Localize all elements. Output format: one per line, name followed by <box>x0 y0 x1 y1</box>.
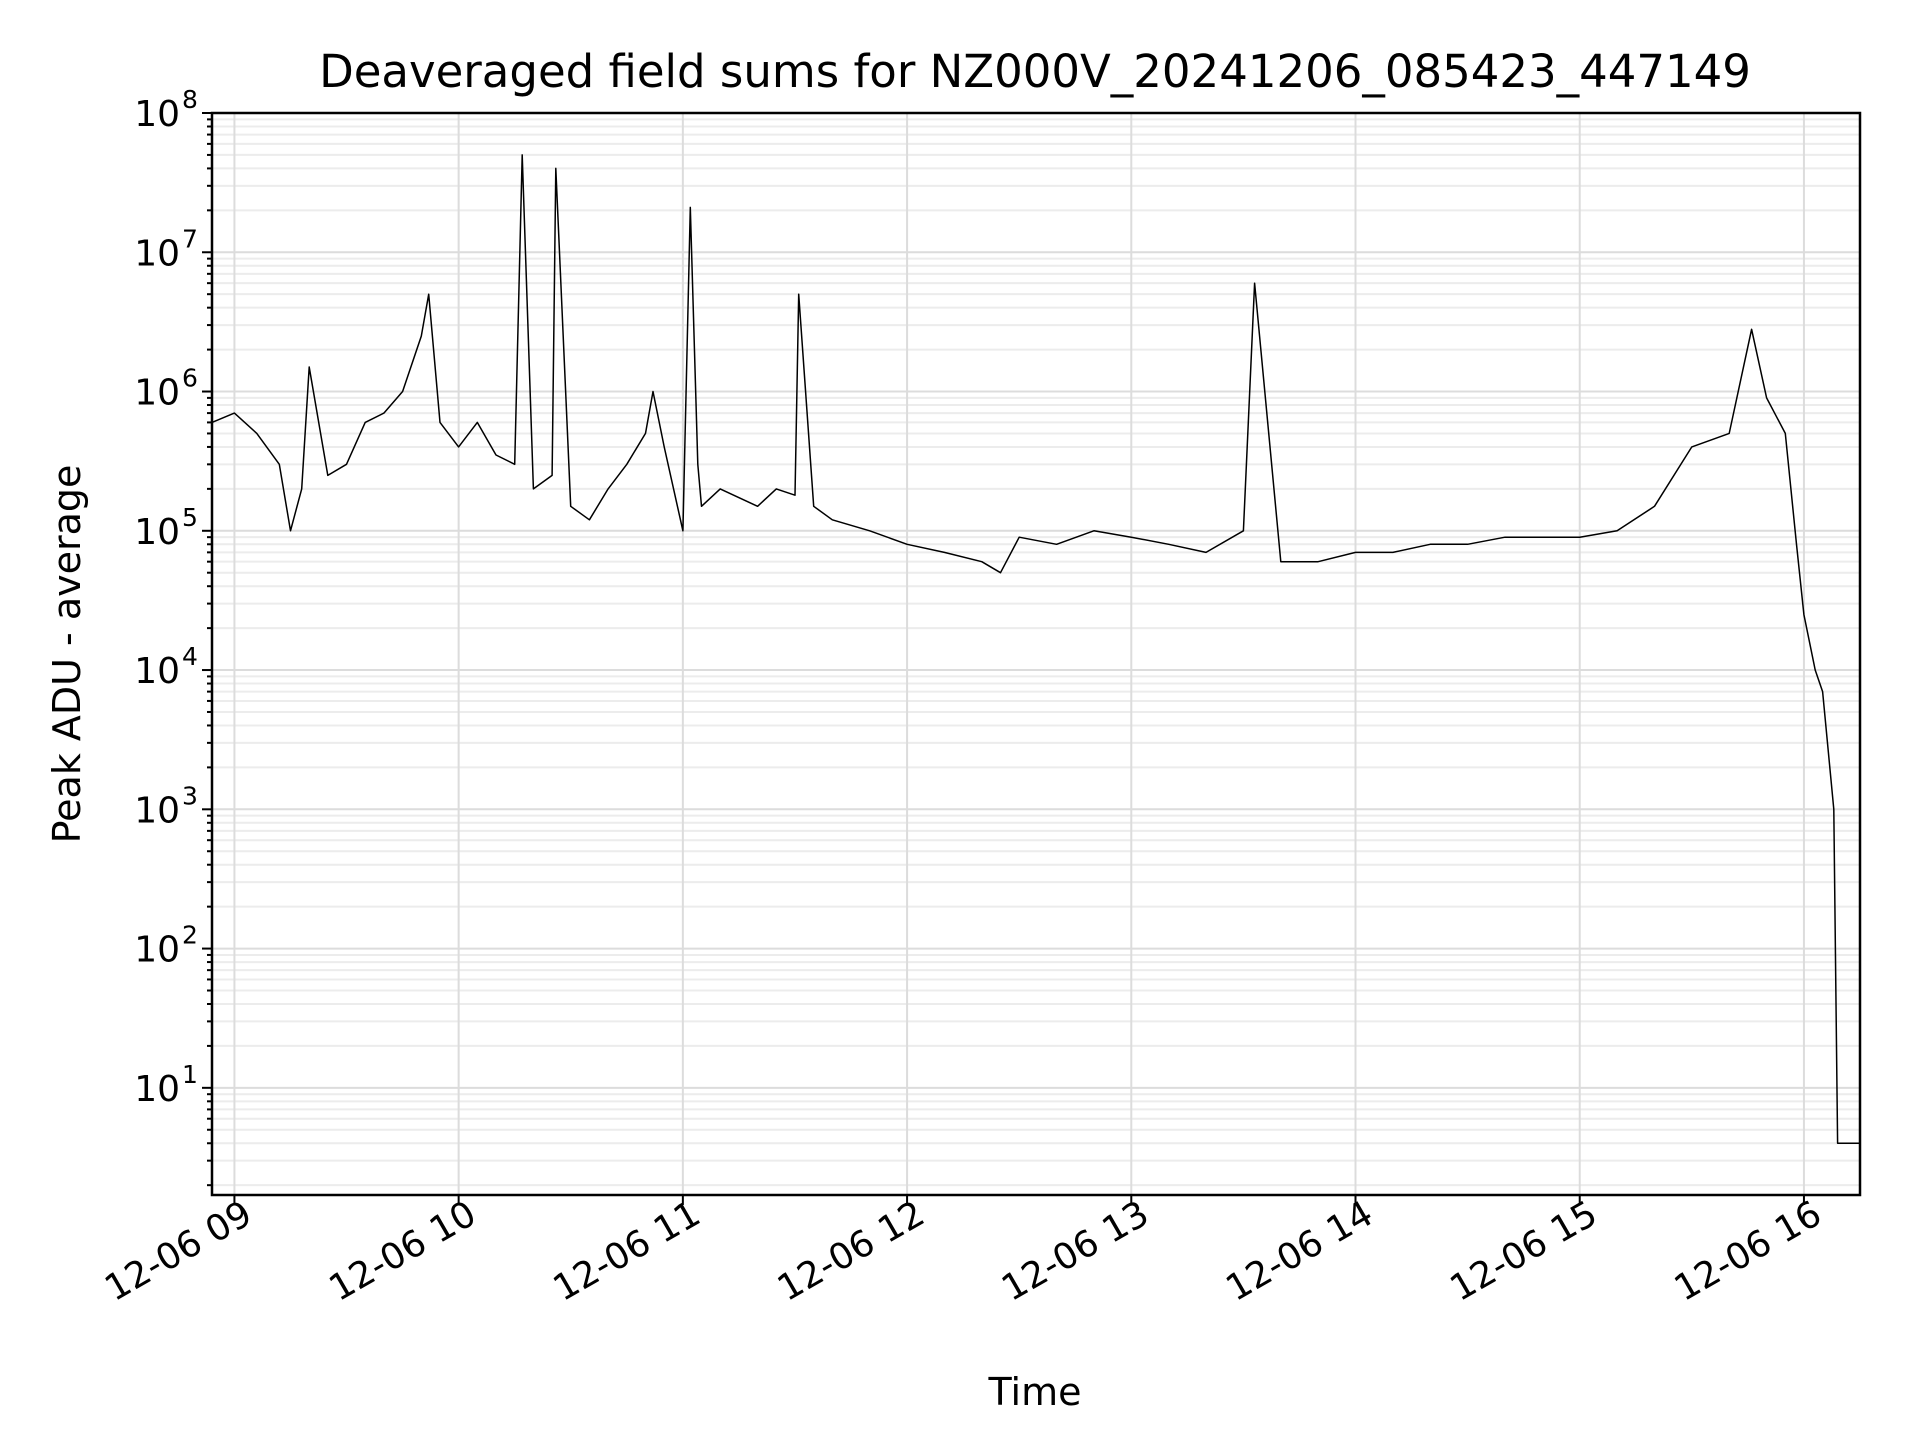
x-axis-label: Time <box>988 1370 1082 1414</box>
y-tick-exponent: 3 <box>182 781 198 810</box>
y-tick-exponent: 1 <box>182 1060 198 1089</box>
y-tick-label: 10 5 <box>134 503 198 553</box>
y-tick-base: 10 <box>134 790 180 831</box>
y-tick-exponent: 5 <box>182 503 198 532</box>
y-tick-label: 10 8 <box>134 85 198 135</box>
y-tick-base: 10 <box>134 373 180 414</box>
grid <box>212 112 1860 1195</box>
x-tick-label: 12-06 14 <box>1219 1193 1380 1309</box>
chart-title: Deaveraged field sums for NZ000V_2024120… <box>319 45 1751 98</box>
x-tick-label: 12-06 11 <box>547 1193 708 1309</box>
y-tick-exponent: 6 <box>182 364 198 393</box>
series-layer <box>211 154 1860 1144</box>
y-tick-label: 10 6 <box>134 364 198 414</box>
x-tick-label: 12-06 09 <box>98 1193 259 1309</box>
y-tick-base: 10 <box>134 930 180 971</box>
x-axis-ticks: 12-06 09 12-06 10 12-06 11 12-06 12 12-06 13… <box>98 1193 1828 1309</box>
y-tick-label: 10 3 <box>134 781 198 831</box>
series-line <box>211 154 1860 1144</box>
y-tick-base: 10 <box>134 233 180 274</box>
y-tick-exponent: 2 <box>182 921 198 950</box>
x-tick-label: 12-06 15 <box>1444 1193 1605 1309</box>
y-tick-label: 10 7 <box>134 224 198 274</box>
plot-frame <box>210 111 1862 1197</box>
x-tick-label: 12-06 13 <box>995 1193 1156 1309</box>
y-tick-label: 10 1 <box>134 1060 198 1110</box>
x-tick-label: 12-06 12 <box>771 1193 932 1309</box>
y-tick-exponent: 8 <box>182 85 198 114</box>
y-tick-base: 10 <box>134 651 180 692</box>
y-axis-label: Peak ADU - average <box>45 465 89 844</box>
y-tick-base: 10 <box>134 94 180 135</box>
x-tick-label: 12-06 16 <box>1668 1193 1829 1309</box>
y-tick-base: 10 <box>134 512 180 553</box>
y-tick-exponent: 4 <box>182 642 198 671</box>
y-tick-label: 10 4 <box>134 642 198 692</box>
x-tick-label: 12-06 10 <box>322 1193 483 1309</box>
y-tick-base: 10 <box>134 1069 180 1110</box>
y-tick-exponent: 7 <box>182 224 198 253</box>
y-tick-label: 10 2 <box>134 921 198 971</box>
